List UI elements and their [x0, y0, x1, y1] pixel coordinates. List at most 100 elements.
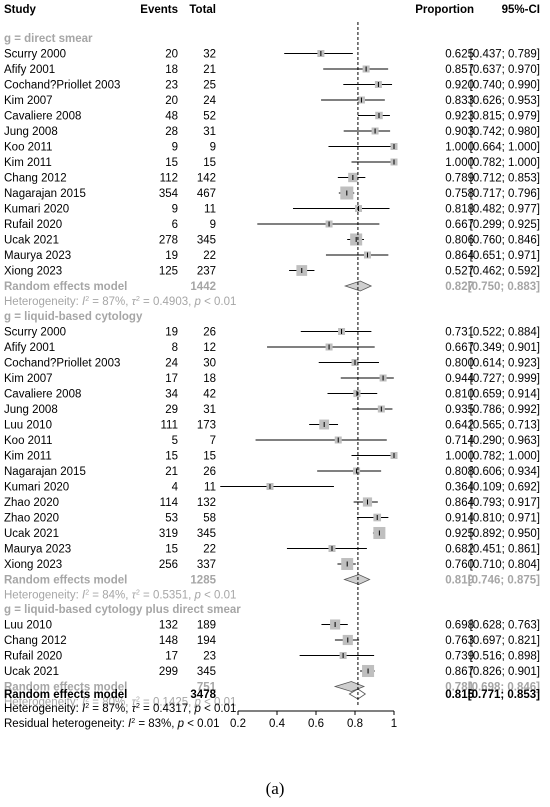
events-value: 17 [165, 651, 178, 663]
events-value: 15 [165, 157, 178, 169]
events-value: 148 [159, 635, 178, 647]
total-value: 21 [203, 64, 216, 76]
proportion-value: 0.667 [445, 342, 474, 354]
events-value: 24 [165, 358, 178, 370]
study-name: Maurya 2023 [4, 250, 71, 262]
total-value: 52 [203, 111, 216, 123]
study-name: Koo 2011 [4, 142, 52, 154]
total-value: 345 [197, 666, 216, 678]
ci-value: [0.462; 0.592] [470, 266, 540, 278]
study-name: Nagarajan 2015 [4, 466, 86, 478]
total-value: 24 [203, 95, 216, 107]
total-value: 173 [197, 420, 216, 432]
proportion-value: 0.833 [445, 95, 474, 107]
total-value: 132 [197, 497, 216, 509]
events-value: 28 [165, 126, 178, 138]
subgroup-title: g = liquid-based cytology [4, 311, 143, 323]
total-value: 31 [203, 126, 216, 138]
study-name: Ucak 2021 [4, 235, 59, 247]
header-events: Events [140, 4, 178, 16]
events-value: 4 [172, 482, 179, 494]
events-value: 48 [165, 111, 178, 123]
subgroup-diamond [343, 280, 373, 292]
subgroup-summary-total: 751 [197, 682, 217, 694]
total-value: 25 [203, 80, 216, 92]
total-value: 26 [203, 466, 216, 478]
ci-value: [0.349; 0.901] [470, 342, 540, 354]
study-name: Kim 2011 [4, 157, 52, 169]
proportion-value: 0.682 [445, 544, 474, 556]
study-name: Scurry 2000 [4, 49, 66, 61]
x-tick-label: 0.2 [230, 718, 246, 730]
ci-value: [0.782; 1.000] [470, 451, 540, 463]
total-value: 9 [210, 219, 216, 231]
x-tick-label: 0.6 [308, 718, 324, 730]
proportion-value: 0.698 [445, 620, 474, 632]
total-value: 42 [203, 389, 216, 401]
proportion-value: 1.000 [445, 142, 474, 154]
header-proportion: Proportion [415, 4, 474, 16]
proportion-value: 0.806 [445, 235, 474, 247]
ci-value: [0.451; 0.861] [470, 544, 540, 556]
header-total: Total [189, 4, 216, 16]
proportion-value: 0.925 [445, 528, 474, 540]
events-value: 9 [172, 204, 178, 216]
proportion-value: 0.923 [445, 111, 474, 123]
total-value: 467 [197, 188, 216, 200]
events-value: 319 [159, 528, 178, 540]
study-name: Jung 2008 [4, 126, 58, 138]
subgroup-summary-proportion: 0.781 [445, 682, 474, 694]
study-name: Nagarajan 2015 [4, 188, 86, 200]
events-value: 19 [165, 327, 178, 339]
subgroup-summary-ci: [0.698; 0.846] [468, 682, 540, 694]
proportion-value: 0.935 [445, 404, 474, 416]
events-value: 18 [165, 64, 178, 76]
proportion-value: 0.731 [445, 327, 474, 339]
subgroup-summary-proportion: 0.827 [445, 281, 474, 293]
overall-summary-label: Random effects model [4, 689, 127, 701]
header-ci: 95%-CI [502, 4, 540, 16]
events-value: 114 [160, 497, 179, 509]
proportion-value: 0.763 [445, 635, 474, 647]
total-value: 22 [203, 544, 216, 556]
subgroup-summary-label: Random effects model [4, 281, 127, 293]
proportion-value: 0.818 [445, 204, 474, 216]
total-value: 32 [203, 49, 216, 61]
study-name: Luu 2010 [4, 420, 52, 432]
ci-value: [0.760; 0.846] [470, 235, 540, 247]
panel-label: (a) [265, 779, 285, 798]
overall-summary-total: 3478 [190, 689, 216, 701]
subgroup-summary-ci: [0.746; 0.875] [468, 575, 540, 587]
study-name: Kim 2007 [4, 373, 53, 385]
events-value: 20 [165, 49, 178, 61]
events-value: 15 [165, 544, 178, 556]
events-value: 8 [172, 342, 178, 354]
total-value: 194 [197, 635, 217, 647]
events-value: 132 [159, 620, 178, 632]
ci-value: [0.697; 0.821] [470, 635, 540, 647]
proportion-value: 0.903 [445, 126, 474, 138]
total-value: 31 [203, 404, 216, 416]
ci-value: [0.299; 0.925] [470, 219, 540, 231]
study-name: Koo 2011 [4, 435, 52, 447]
ci-value: [0.892; 0.950] [470, 528, 540, 540]
overall-summary-ci: [0.771; 0.853] [468, 689, 540, 701]
events-value: 17 [165, 373, 178, 385]
study-name: Ucak 2021 [4, 666, 59, 678]
total-value: 30 [203, 358, 216, 370]
ci-value: [0.740; 0.990] [470, 80, 540, 92]
events-value: 15 [165, 451, 178, 463]
study-name: Luu 2010 [4, 620, 52, 632]
ci-value: [0.109; 0.692] [470, 482, 540, 494]
total-value: 11 [204, 204, 216, 216]
study-name: Kumari 2020 [4, 482, 69, 494]
total-value: 11 [204, 482, 216, 494]
subgroup-heterogeneity: Heterogeneity: I2 = 84%, τ2 = 0.5351, p … [4, 590, 236, 602]
proportion-value: 0.864 [445, 497, 474, 509]
proportion-value: 0.739 [445, 651, 474, 663]
subgroup-summary-total: 1285 [190, 575, 216, 587]
ci-value: [0.742; 0.980] [470, 126, 540, 138]
ci-value: [0.614; 0.923] [470, 358, 540, 370]
proportion-value: 0.920 [445, 80, 474, 92]
